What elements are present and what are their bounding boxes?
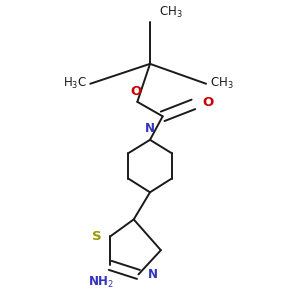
Text: NH$_2$: NH$_2$ bbox=[88, 274, 114, 290]
Text: O: O bbox=[202, 96, 214, 109]
Text: S: S bbox=[92, 230, 101, 243]
Text: N: N bbox=[148, 268, 158, 281]
Text: CH$_3$: CH$_3$ bbox=[210, 76, 233, 91]
Text: N: N bbox=[145, 122, 155, 136]
Text: CH$_3$: CH$_3$ bbox=[159, 5, 183, 20]
Text: O: O bbox=[130, 85, 141, 98]
Text: H$_3$C: H$_3$C bbox=[63, 76, 87, 91]
